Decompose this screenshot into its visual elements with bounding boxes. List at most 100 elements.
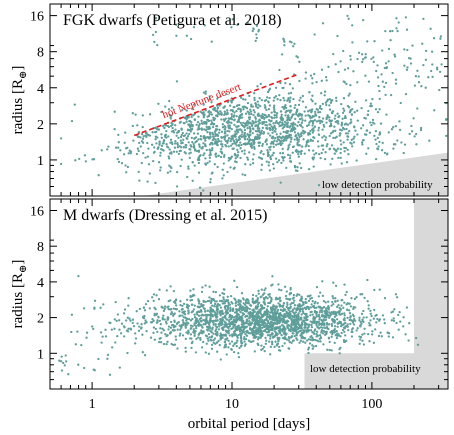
planet-point bbox=[394, 143, 397, 146]
planet-point bbox=[291, 308, 295, 311]
planet-point bbox=[211, 125, 215, 129]
planet-point bbox=[297, 326, 300, 330]
planet-point bbox=[229, 104, 232, 107]
planet-point bbox=[274, 86, 278, 89]
planet-point bbox=[328, 104, 331, 107]
planet-point bbox=[257, 289, 260, 293]
planet-point bbox=[336, 299, 339, 302]
planet-point bbox=[321, 102, 325, 106]
planet-point bbox=[244, 142, 247, 145]
planet-point bbox=[214, 325, 218, 328]
planet-point bbox=[264, 342, 267, 345]
planet-point bbox=[413, 84, 417, 87]
planet-point bbox=[266, 90, 270, 94]
planet-point bbox=[268, 293, 271, 296]
planet-point bbox=[266, 320, 270, 323]
planet-point bbox=[306, 326, 309, 330]
planet-point bbox=[281, 344, 284, 348]
planet-point bbox=[373, 308, 376, 312]
planet-point bbox=[343, 116, 347, 120]
planet-point bbox=[273, 110, 276, 113]
planet-point bbox=[300, 295, 303, 298]
planet-point bbox=[289, 91, 293, 95]
planet-point bbox=[182, 321, 185, 324]
planet-point bbox=[248, 94, 251, 98]
planet-point bbox=[325, 326, 329, 329]
planet-point bbox=[301, 329, 305, 332]
planet-point bbox=[188, 156, 191, 160]
planet-point bbox=[174, 338, 178, 341]
y-tick-label: 8 bbox=[37, 46, 44, 61]
planet-point bbox=[211, 326, 214, 329]
planet-point bbox=[336, 325, 339, 328]
planet-point bbox=[338, 348, 341, 351]
planet-point bbox=[210, 172, 213, 175]
planet-point bbox=[346, 302, 349, 305]
planet-point bbox=[326, 114, 329, 117]
planet-point bbox=[230, 26, 233, 29]
planet-point bbox=[244, 163, 247, 166]
planet-point bbox=[376, 76, 380, 79]
planet-point bbox=[311, 100, 314, 103]
planet-point bbox=[329, 163, 332, 166]
planet-point bbox=[197, 149, 201, 152]
planet-point bbox=[309, 129, 312, 133]
planet-point bbox=[350, 142, 353, 145]
planet-point bbox=[212, 321, 215, 324]
planet-point bbox=[338, 128, 342, 131]
planet-point bbox=[282, 38, 286, 42]
planet-point bbox=[162, 124, 165, 127]
planet-point bbox=[208, 156, 212, 159]
planet-point bbox=[370, 57, 373, 61]
planet-point bbox=[159, 154, 162, 157]
planet-point bbox=[416, 69, 419, 72]
planet-point bbox=[261, 326, 264, 329]
planet-point bbox=[349, 305, 353, 308]
planet-point bbox=[265, 312, 268, 315]
planet-point bbox=[392, 317, 395, 320]
planet-point bbox=[313, 306, 316, 310]
planet-point bbox=[352, 315, 356, 318]
planet-point bbox=[152, 326, 156, 329]
planet-point bbox=[219, 310, 222, 313]
planet-point bbox=[243, 303, 247, 306]
planet-point bbox=[320, 120, 323, 123]
planet-point bbox=[249, 129, 252, 132]
planet-point bbox=[219, 155, 223, 159]
planet-point bbox=[117, 160, 121, 164]
planet-point bbox=[226, 134, 229, 137]
planet-point bbox=[345, 339, 348, 342]
planet-point bbox=[196, 132, 200, 135]
planet-point bbox=[276, 333, 279, 336]
planet-point bbox=[369, 102, 373, 105]
planet-point bbox=[243, 126, 246, 129]
planet-point bbox=[203, 307, 206, 310]
planet-point bbox=[240, 133, 243, 136]
planet-point bbox=[208, 285, 211, 288]
planet-point bbox=[236, 104, 239, 107]
planet-point bbox=[145, 329, 148, 333]
planet-point bbox=[206, 161, 209, 165]
planet-point bbox=[342, 318, 345, 321]
planet-point bbox=[190, 341, 194, 345]
planet-point bbox=[191, 294, 194, 298]
planet-point bbox=[238, 330, 242, 333]
planet-point bbox=[280, 118, 283, 121]
planet-point bbox=[227, 322, 230, 326]
planet-point bbox=[371, 118, 375, 122]
planet-point bbox=[217, 328, 221, 331]
planet-point bbox=[310, 303, 313, 306]
planet-point bbox=[113, 318, 116, 321]
planet-point bbox=[263, 288, 266, 292]
planet-point bbox=[311, 139, 315, 142]
planet-point bbox=[413, 135, 416, 138]
planet-point bbox=[283, 285, 287, 288]
planet-point bbox=[248, 315, 252, 318]
planet-point bbox=[204, 90, 207, 93]
planet-point bbox=[416, 107, 419, 110]
planet-point bbox=[212, 332, 215, 335]
planet-point bbox=[339, 307, 342, 311]
planet-point bbox=[360, 53, 364, 56]
planet-point bbox=[266, 297, 269, 300]
planet-point bbox=[299, 305, 302, 308]
